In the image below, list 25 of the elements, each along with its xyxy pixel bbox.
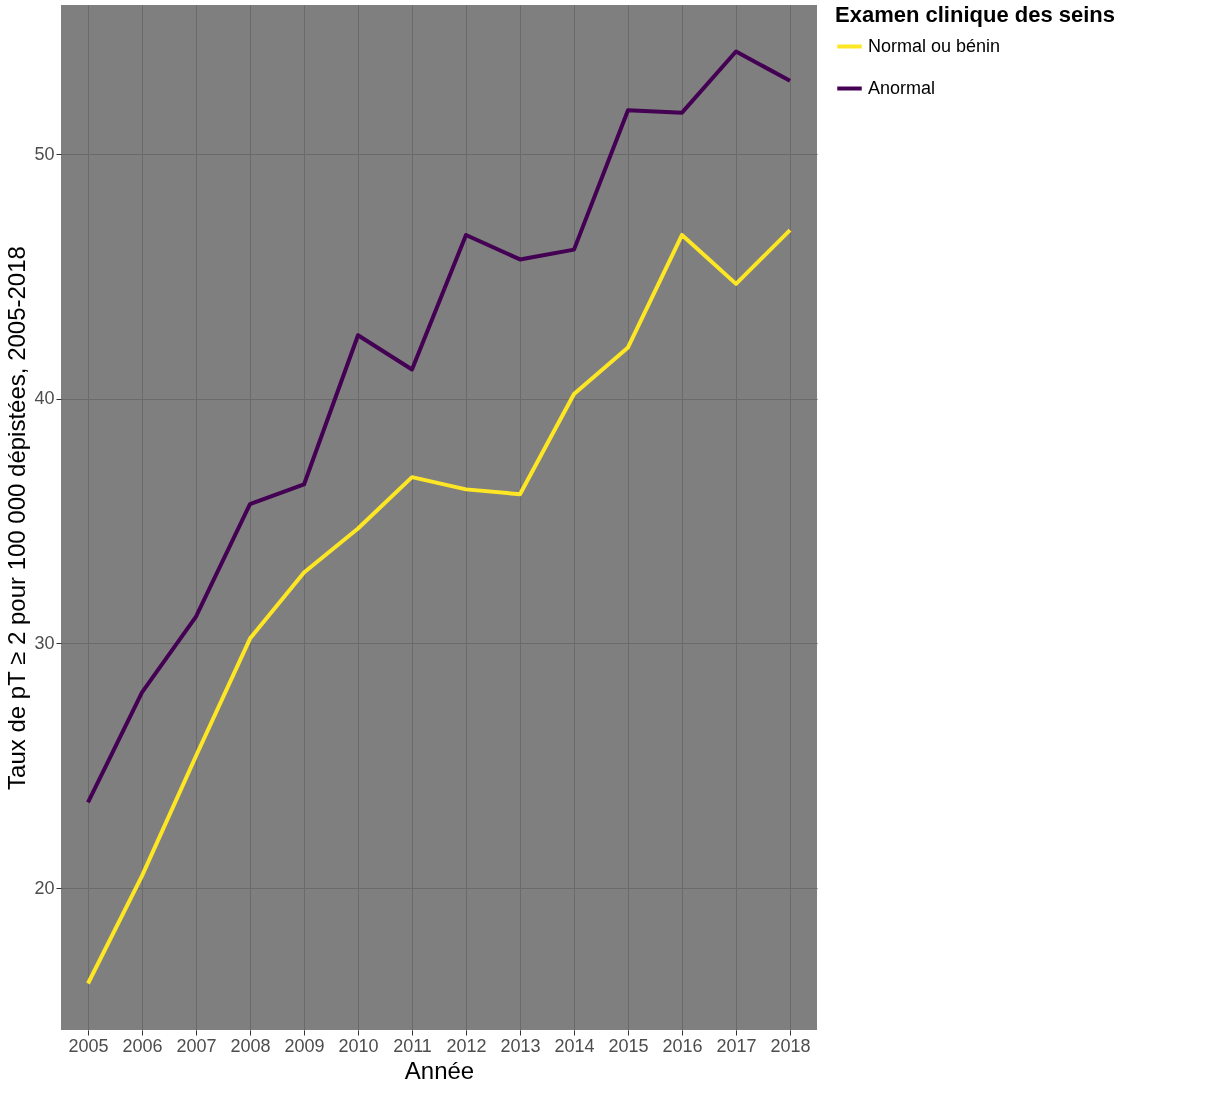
y-tick-label: 20 bbox=[34, 877, 55, 898]
x-tick-label: 2008 bbox=[230, 1035, 271, 1056]
x-axis-title: Année bbox=[404, 1056, 475, 1084]
y-axis-title: Taux de pT ≥ 2 pour 100 000 dépistées, 2005-2018 bbox=[3, 246, 31, 790]
x-tick-label: 2016 bbox=[662, 1035, 703, 1056]
legend-title: Examen clinique des seins bbox=[835, 2, 1116, 27]
x-tick-label: 2010 bbox=[338, 1035, 379, 1056]
x-tick-label: 2013 bbox=[500, 1035, 541, 1056]
x-tick-label: 2007 bbox=[176, 1035, 217, 1056]
x-tick-label: 2018 bbox=[770, 1035, 811, 1056]
line-series bbox=[86, 49, 792, 805]
legend-label: Anormal bbox=[868, 77, 936, 98]
x-tick-label: 2006 bbox=[122, 1035, 163, 1056]
x-tick-label: 2015 bbox=[608, 1035, 649, 1056]
y-tick-label: 30 bbox=[34, 632, 55, 653]
y-tick-label: 50 bbox=[34, 143, 55, 164]
y-tick-label: 40 bbox=[34, 388, 55, 409]
x-tick-label: 2005 bbox=[68, 1035, 109, 1056]
x-tick-label: 2009 bbox=[284, 1035, 325, 1056]
x-tick-label: 2011 bbox=[393, 1035, 432, 1056]
line-series bbox=[86, 228, 792, 986]
x-tick-label: 2012 bbox=[446, 1035, 487, 1056]
legend-label: Normal ou bénin bbox=[868, 35, 1001, 56]
x-tick-label: 2017 bbox=[716, 1035, 757, 1056]
x-tick-label: 2014 bbox=[554, 1035, 595, 1056]
